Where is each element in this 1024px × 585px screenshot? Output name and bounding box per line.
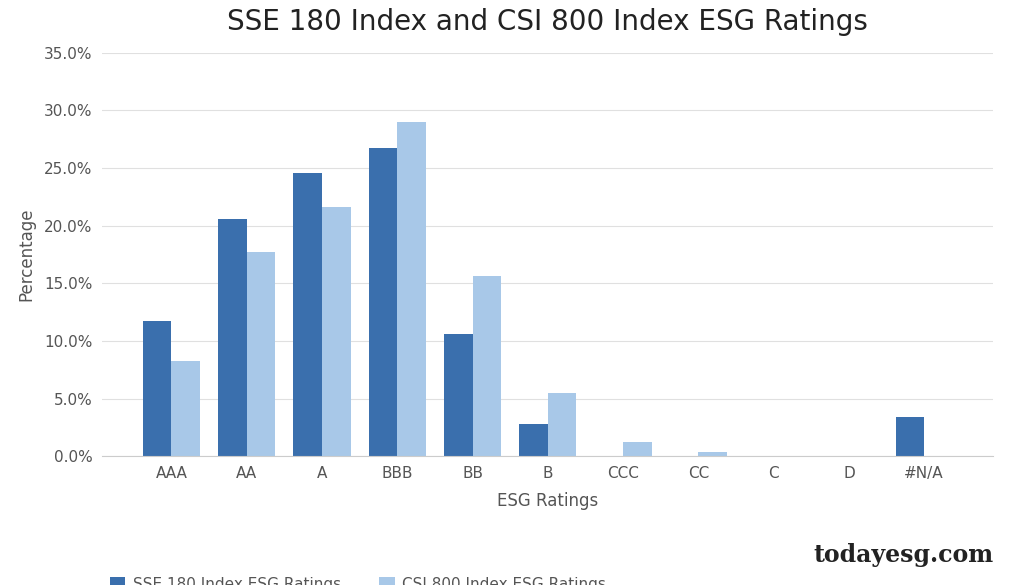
Bar [322,207,350,456]
Bar [698,452,727,456]
Title: SSE 180 Index and CSI 800 Index ESG Ratings: SSE 180 Index and CSI 800 Index ESG Rati… [227,8,868,36]
Bar [171,360,200,456]
Bar [397,122,426,456]
Bar [294,173,322,456]
Bar [548,393,577,456]
Bar [218,219,247,456]
Bar [247,252,275,456]
Y-axis label: Percentage: Percentage [17,208,36,301]
Text: todayesg.com: todayesg.com [813,543,993,567]
X-axis label: ESG Ratings: ESG Ratings [498,492,598,510]
Bar [896,417,925,456]
Bar [143,321,171,456]
Legend: SSE 180 Index ESG Ratings, CSI 800 Index ESG Ratings: SSE 180 Index ESG Ratings, CSI 800 Index… [110,577,606,585]
Bar [519,424,548,456]
Bar [444,334,472,456]
Bar [472,276,501,456]
Bar [624,442,651,456]
Bar [369,149,397,456]
